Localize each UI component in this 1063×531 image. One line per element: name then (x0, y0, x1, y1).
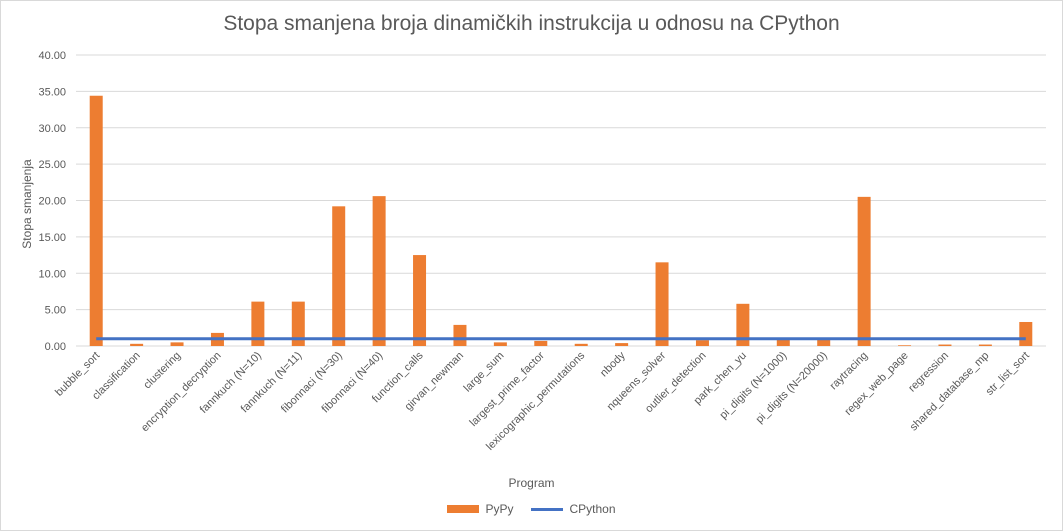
x-tick-label: encryption_decryption (139, 350, 224, 435)
bar-pypy (938, 344, 952, 346)
bar-pypy (130, 343, 144, 346)
y-tick-label: 40.00 (38, 50, 66, 62)
legend-swatch-cpython (531, 507, 564, 511)
x-tick-label: shared_database_mp (908, 350, 992, 434)
bar-pypy (251, 301, 265, 346)
bar-pypy (534, 340, 548, 346)
y-tick-labels: 0.00 5.00 10.00 15.00 20.00 25.00 30.00 35.00 40… (38, 50, 66, 353)
y-tick-label: 5.00 (45, 305, 66, 317)
bar-pypy (372, 196, 386, 346)
legend-item-cpython: CPython (531, 502, 616, 516)
legend: PyPy CPython (0, 502, 1063, 516)
y-tick-label: 35.00 (38, 86, 66, 98)
bar-pypy (898, 345, 912, 346)
bar-pypy (655, 262, 669, 346)
x-tick-label: clustering (141, 350, 183, 392)
pypy-bars (89, 95, 1033, 347)
x-tick-label: str_list_sort (984, 350, 1032, 398)
y-tick-label: 15.00 (38, 232, 66, 244)
bar-pypy (776, 339, 790, 346)
bar-pypy (978, 344, 992, 346)
bar-pypy (817, 339, 831, 346)
y-tick-label: 10.00 (38, 268, 66, 280)
bar-pypy (857, 196, 871, 346)
bar-pypy (170, 342, 184, 346)
legend-item-pypy: PyPy (447, 502, 513, 516)
x-axis-label: Program (508, 476, 555, 490)
bar-pypy (493, 342, 507, 346)
x-tick-label: pi_digits (N=20000) (754, 350, 830, 426)
legend-label-pypy: PyPy (485, 502, 514, 516)
x-tick-label: largest_prime_factor (468, 349, 548, 429)
gridlines (76, 54, 1046, 347)
bar-pypy (453, 324, 467, 346)
y-tick-label: 30.00 (38, 123, 66, 135)
bar-pypy (695, 340, 709, 346)
chart-title: Stopa smanjena broja dinamičkih instrukc… (223, 12, 840, 35)
x-tick-label: nbody (598, 349, 628, 379)
bar-pypy (291, 301, 305, 346)
x-tick-label: raytracing (828, 350, 871, 393)
x-tick-labels: bubble_sortclassificationclusteringencry… (53, 349, 1032, 453)
bar-pypy (736, 303, 750, 346)
y-tick-label: 25.00 (38, 159, 66, 171)
legend-label-cpython: CPython (569, 502, 616, 516)
y-tick-label: 20.00 (38, 196, 66, 208)
bar-pypy (413, 255, 427, 346)
bar-pypy (89, 95, 103, 347)
y-tick-label: 0.00 (45, 341, 66, 353)
bar-pypy (1019, 321, 1033, 346)
legend-swatch-pypy (447, 505, 480, 513)
bar-pypy (615, 343, 629, 346)
bar-pypy (332, 206, 346, 346)
bar-pypy (574, 343, 588, 346)
